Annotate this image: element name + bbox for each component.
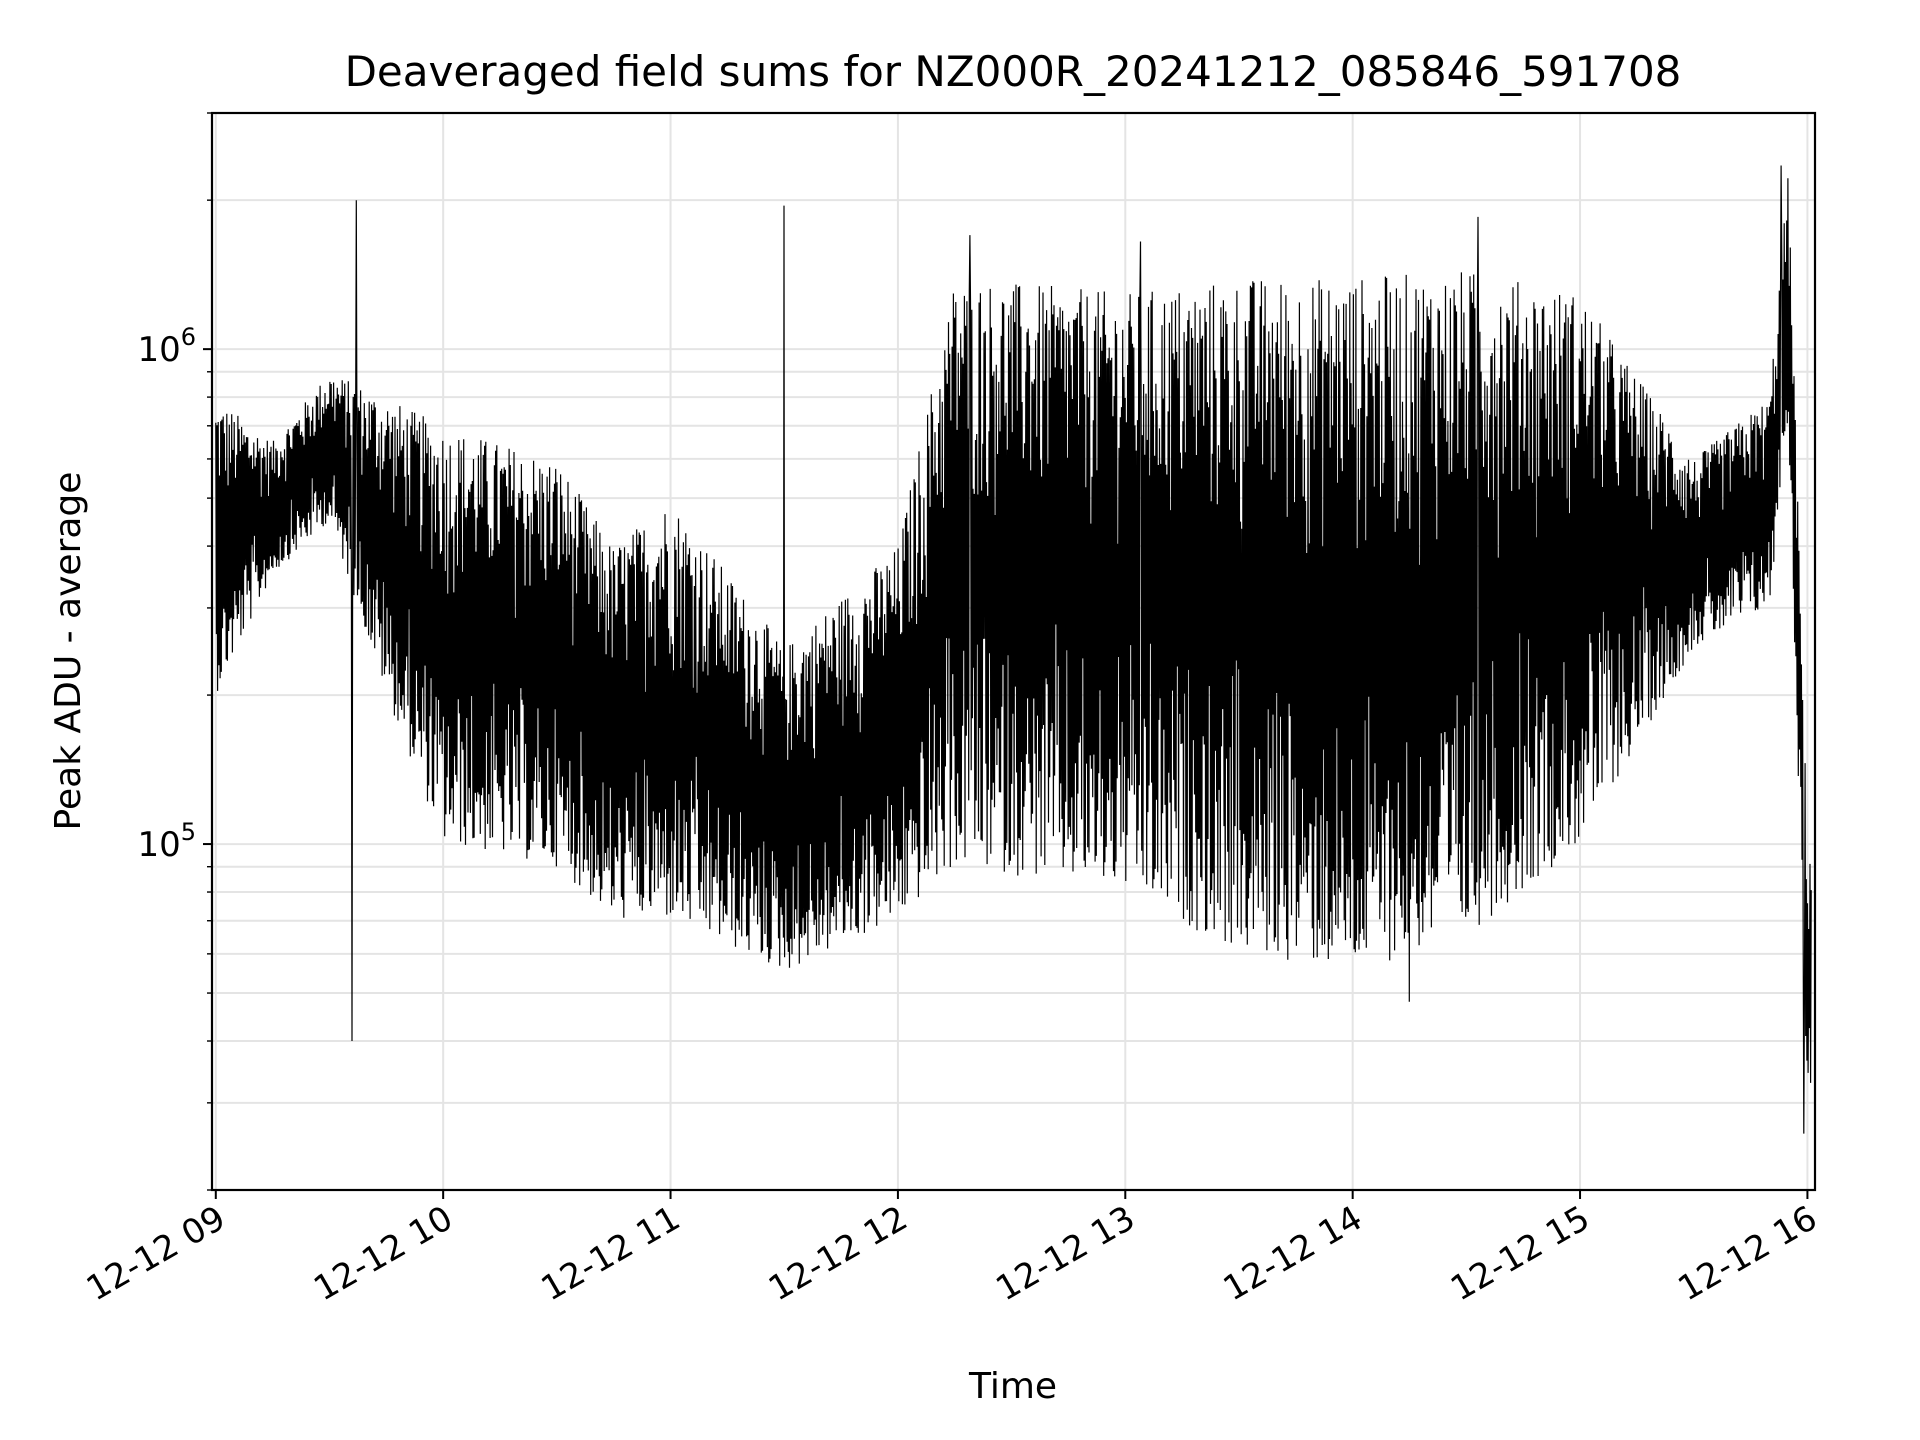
chart-title: Deaveraged field sums for NZ000R_2024121… [345,47,1682,96]
y-axis-title: Peak ADU - average [48,472,89,831]
y-tick-label: 106 [137,323,196,370]
series-line [215,165,1812,1134]
series-layer [215,165,1812,1134]
y-tick-label: 105 [137,818,196,865]
x-axis-title: Time [968,1366,1057,1407]
plot-frame [210,111,1817,1192]
